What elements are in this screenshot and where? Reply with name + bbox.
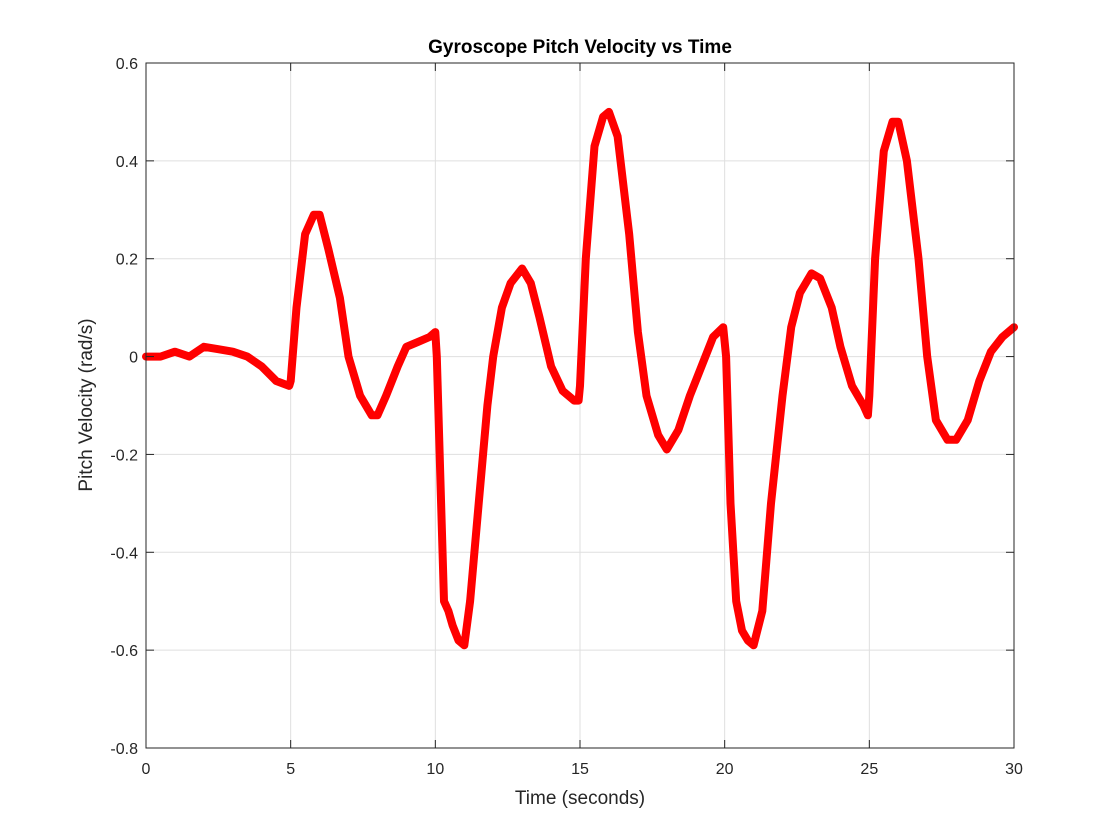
x-tick-label: 30: [1005, 761, 1023, 778]
x-tick-label: 25: [860, 761, 878, 778]
y-tick-label: 0.4: [116, 154, 138, 171]
y-axis-label: Pitch Velocity (rad/s): [76, 318, 97, 491]
x-tick-label: 20: [716, 761, 734, 778]
y-tick-label: -0.4: [110, 545, 138, 562]
x-tick-label: 0: [142, 761, 151, 778]
y-tick-label: 0.2: [116, 252, 138, 269]
x-tick-label: 15: [571, 761, 589, 778]
tick-layer: 0 5 10 15 20 25 30 -0.8 -0.6 -0.4 -0.2 0 0.2 0.4 0.6: [110, 56, 1023, 778]
x-tick-label: 5: [286, 761, 295, 778]
x-tick-label: 10: [426, 761, 444, 778]
chart-title: Gyroscope Pitch Velocity vs Time: [428, 37, 732, 58]
y-tick-label: 0.6: [116, 56, 138, 73]
series-layer: [142, 107, 1018, 650]
y-tick-label: -0.6: [110, 643, 138, 660]
y-tick-label: 0: [129, 350, 138, 367]
series-line: [142, 107, 1018, 650]
x-axis-label: Time (seconds): [515, 788, 645, 809]
y-tick-label: -0.8: [110, 741, 138, 758]
y-tick-label: -0.2: [110, 447, 138, 464]
